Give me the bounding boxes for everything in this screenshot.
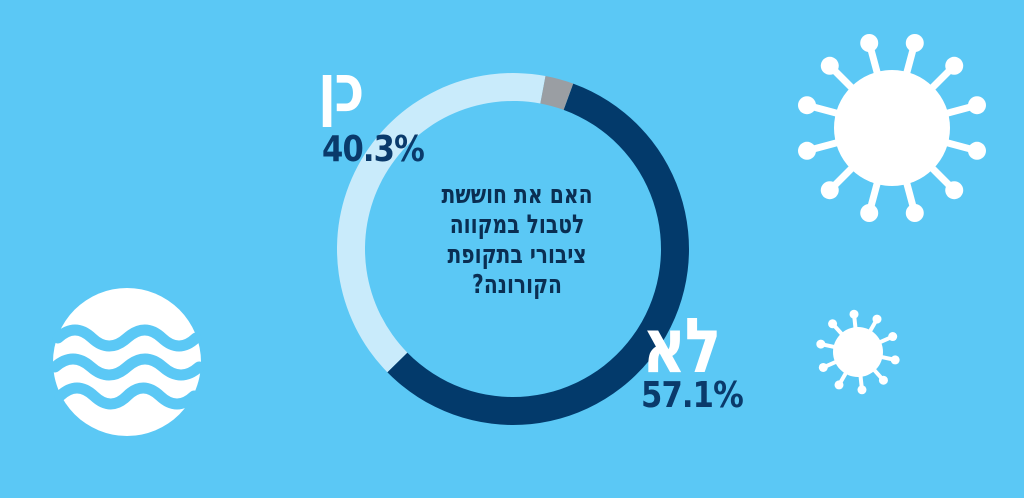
virus-spike-knob — [888, 332, 898, 342]
virus-spike-knob — [849, 309, 859, 319]
virus-spike-knob — [797, 96, 816, 115]
virus-spike-knob — [816, 339, 826, 349]
donut-slice-1 — [336, 72, 546, 373]
virus-spike-knob — [797, 141, 816, 160]
virus-spike-knob — [820, 56, 839, 75]
virus-spike-knob — [878, 375, 888, 385]
virus-spike-knob — [968, 141, 987, 160]
virus-spike-knob — [905, 204, 924, 223]
water-waves-icon — [49, 288, 205, 436]
donut-slice-2 — [540, 76, 574, 110]
virus-body — [834, 70, 950, 186]
virus-body — [833, 327, 883, 377]
virus-icon-large — [797, 33, 987, 223]
virus-spike-knob — [820, 181, 839, 200]
donut-chart — [336, 72, 689, 425]
virus-spike-knob — [945, 56, 964, 75]
virus-spike-knob — [905, 33, 924, 52]
donut-slice-0 — [387, 83, 689, 425]
virus-spike-knob — [834, 380, 844, 390]
virus-spike-knob — [857, 385, 867, 395]
virus-spike-knob — [872, 314, 882, 324]
virus-spike-knob — [828, 319, 838, 329]
virus-spike-knob — [860, 33, 879, 52]
no-label: לא — [642, 301, 721, 390]
virus-spike-knob — [818, 362, 828, 372]
no-percentage: 57.1% — [641, 375, 744, 416]
yes-percentage: 40.3% — [322, 129, 425, 170]
virus-icon-small — [816, 309, 900, 395]
virus-spike-knob — [860, 204, 879, 223]
virus-spike-knob — [968, 96, 987, 115]
survey-question: האם את חוששת לטבול במקווה ציבורי בתקופת … — [441, 180, 593, 300]
virus-spike-knob — [945, 181, 964, 200]
virus-spike-knob — [890, 355, 900, 365]
yes-label: כן — [318, 50, 364, 127]
